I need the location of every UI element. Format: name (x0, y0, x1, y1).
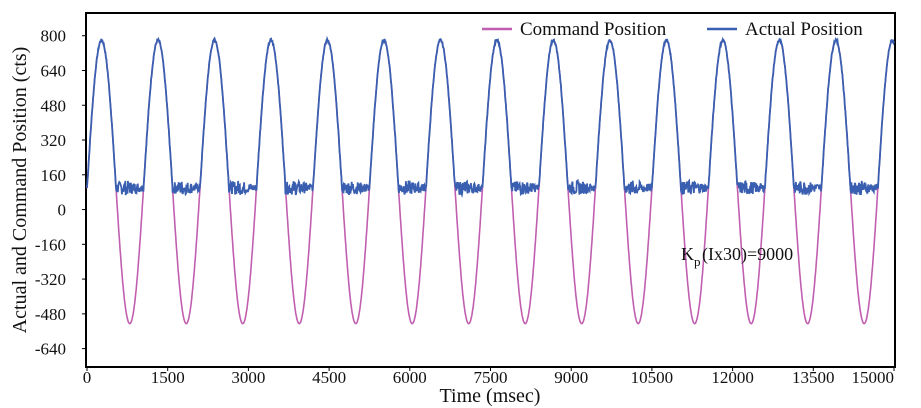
x-tick-label: 4500 (312, 368, 346, 387)
x-tick-label: 9000 (554, 368, 588, 387)
y-tick-label: 160 (41, 166, 67, 185)
y-tick-label: -640 (35, 340, 66, 359)
y-tick-label: -320 (35, 270, 66, 289)
annotation-main: K (681, 244, 694, 264)
annotation-rest: (Ix30)=9000 (702, 244, 793, 265)
y-tick-label: 640 (41, 61, 67, 80)
x-tick-label: 3000 (231, 368, 265, 387)
y-tick-label: 0 (58, 201, 67, 220)
y-tick-label: -480 (35, 305, 66, 324)
x-tick-label: 0 (83, 368, 92, 387)
y-axis-title: Actual and Command Position (cts) (9, 47, 31, 334)
y-tick-label: 480 (41, 96, 67, 115)
legend-label-actual: Actual Position (745, 19, 863, 40)
x-tick-label: 10500 (631, 368, 674, 387)
legend-label-command: Command Position (520, 19, 667, 40)
series-actual-position (86, 35, 895, 198)
y-tick-label: 800 (41, 27, 67, 46)
x-axis-title: Time (msec) (440, 385, 541, 407)
x-tick-label: 1500 (151, 368, 185, 387)
y-tick-label: -160 (35, 235, 66, 254)
series-layer (86, 35, 895, 325)
x-tick-label: 12000 (711, 368, 754, 387)
annotation-subscript: p (694, 254, 701, 269)
x-tick-label: 15000 (852, 368, 895, 387)
y-axis: -640 -480 -320 -160 0 160 320 480 640 800 (35, 27, 87, 359)
x-axis: 0 1500 3000 4500 6000 7500 9000 10500 12000 13500… (83, 366, 895, 387)
legend: Command Position Actual Position (482, 19, 863, 40)
x-tick-label: 13500 (792, 368, 835, 387)
y-tick-label: 320 (41, 131, 67, 150)
annotation-kp: K p (Ix30)=9000 (681, 244, 793, 269)
x-tick-label: 6000 (393, 368, 427, 387)
x-tick-label: 7500 (474, 368, 508, 387)
